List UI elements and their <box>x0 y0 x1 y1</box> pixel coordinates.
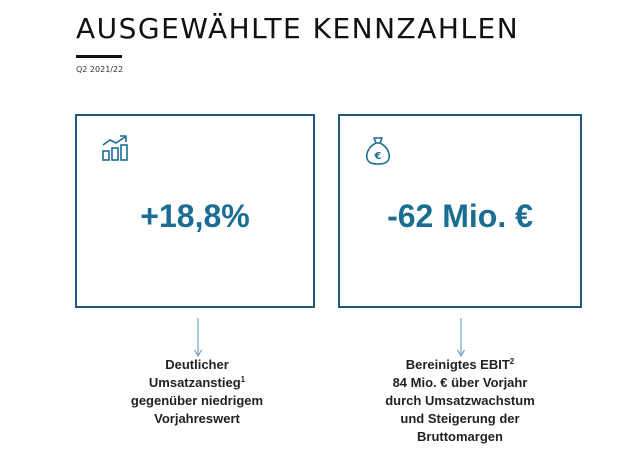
description-line: Vorjahreswert <box>154 411 240 426</box>
description-line: Bereinigtes EBIT2 <box>362 356 558 374</box>
description-line: Bruttomargen <box>417 429 503 444</box>
description-line: gegenüber niedrigem <box>130 393 264 408</box>
down-arrow-icon <box>457 318 465 357</box>
page-title: AUSGEWÄHLTE KENNZAHLEN <box>76 12 520 45</box>
description-line: und Steigerung der <box>400 411 520 426</box>
svg-text:€: € <box>374 151 382 162</box>
period-label: Q2 2021/22 <box>76 65 124 74</box>
kpi-card-revenue-growth: +18,8% <box>75 114 315 308</box>
description-line: Deutlicher <box>165 357 229 372</box>
description-text: Umsatzanstieg <box>148 375 241 390</box>
description-line: Umsatzanstieg1 <box>105 374 289 392</box>
kpi-card-ebit: € -62 Mio. € <box>338 114 582 308</box>
ebit-value: -62 Mio. € <box>387 198 533 234</box>
footnote-marker: 2 <box>509 357 515 366</box>
revenue-growth-value: +18,8% <box>140 198 250 234</box>
title-underline <box>76 55 122 58</box>
ebit-description: Bereinigtes EBIT2 84 Mio. € über Vorjahr… <box>362 356 558 446</box>
revenue-growth-description: Deutlicher Umsatzanstieg1 gegenüber nied… <box>105 356 289 428</box>
money-bag-euro-icon: € <box>364 134 392 170</box>
down-arrow-icon <box>194 318 202 357</box>
description-text: Bereinigtes EBIT <box>405 357 510 372</box>
growth-chart-icon <box>101 134 135 168</box>
description-line: durch Umsatzwachstum <box>385 393 535 408</box>
footnote-marker: 1 <box>240 375 246 384</box>
description-line: 84 Mio. € über Vorjahr <box>392 375 528 390</box>
